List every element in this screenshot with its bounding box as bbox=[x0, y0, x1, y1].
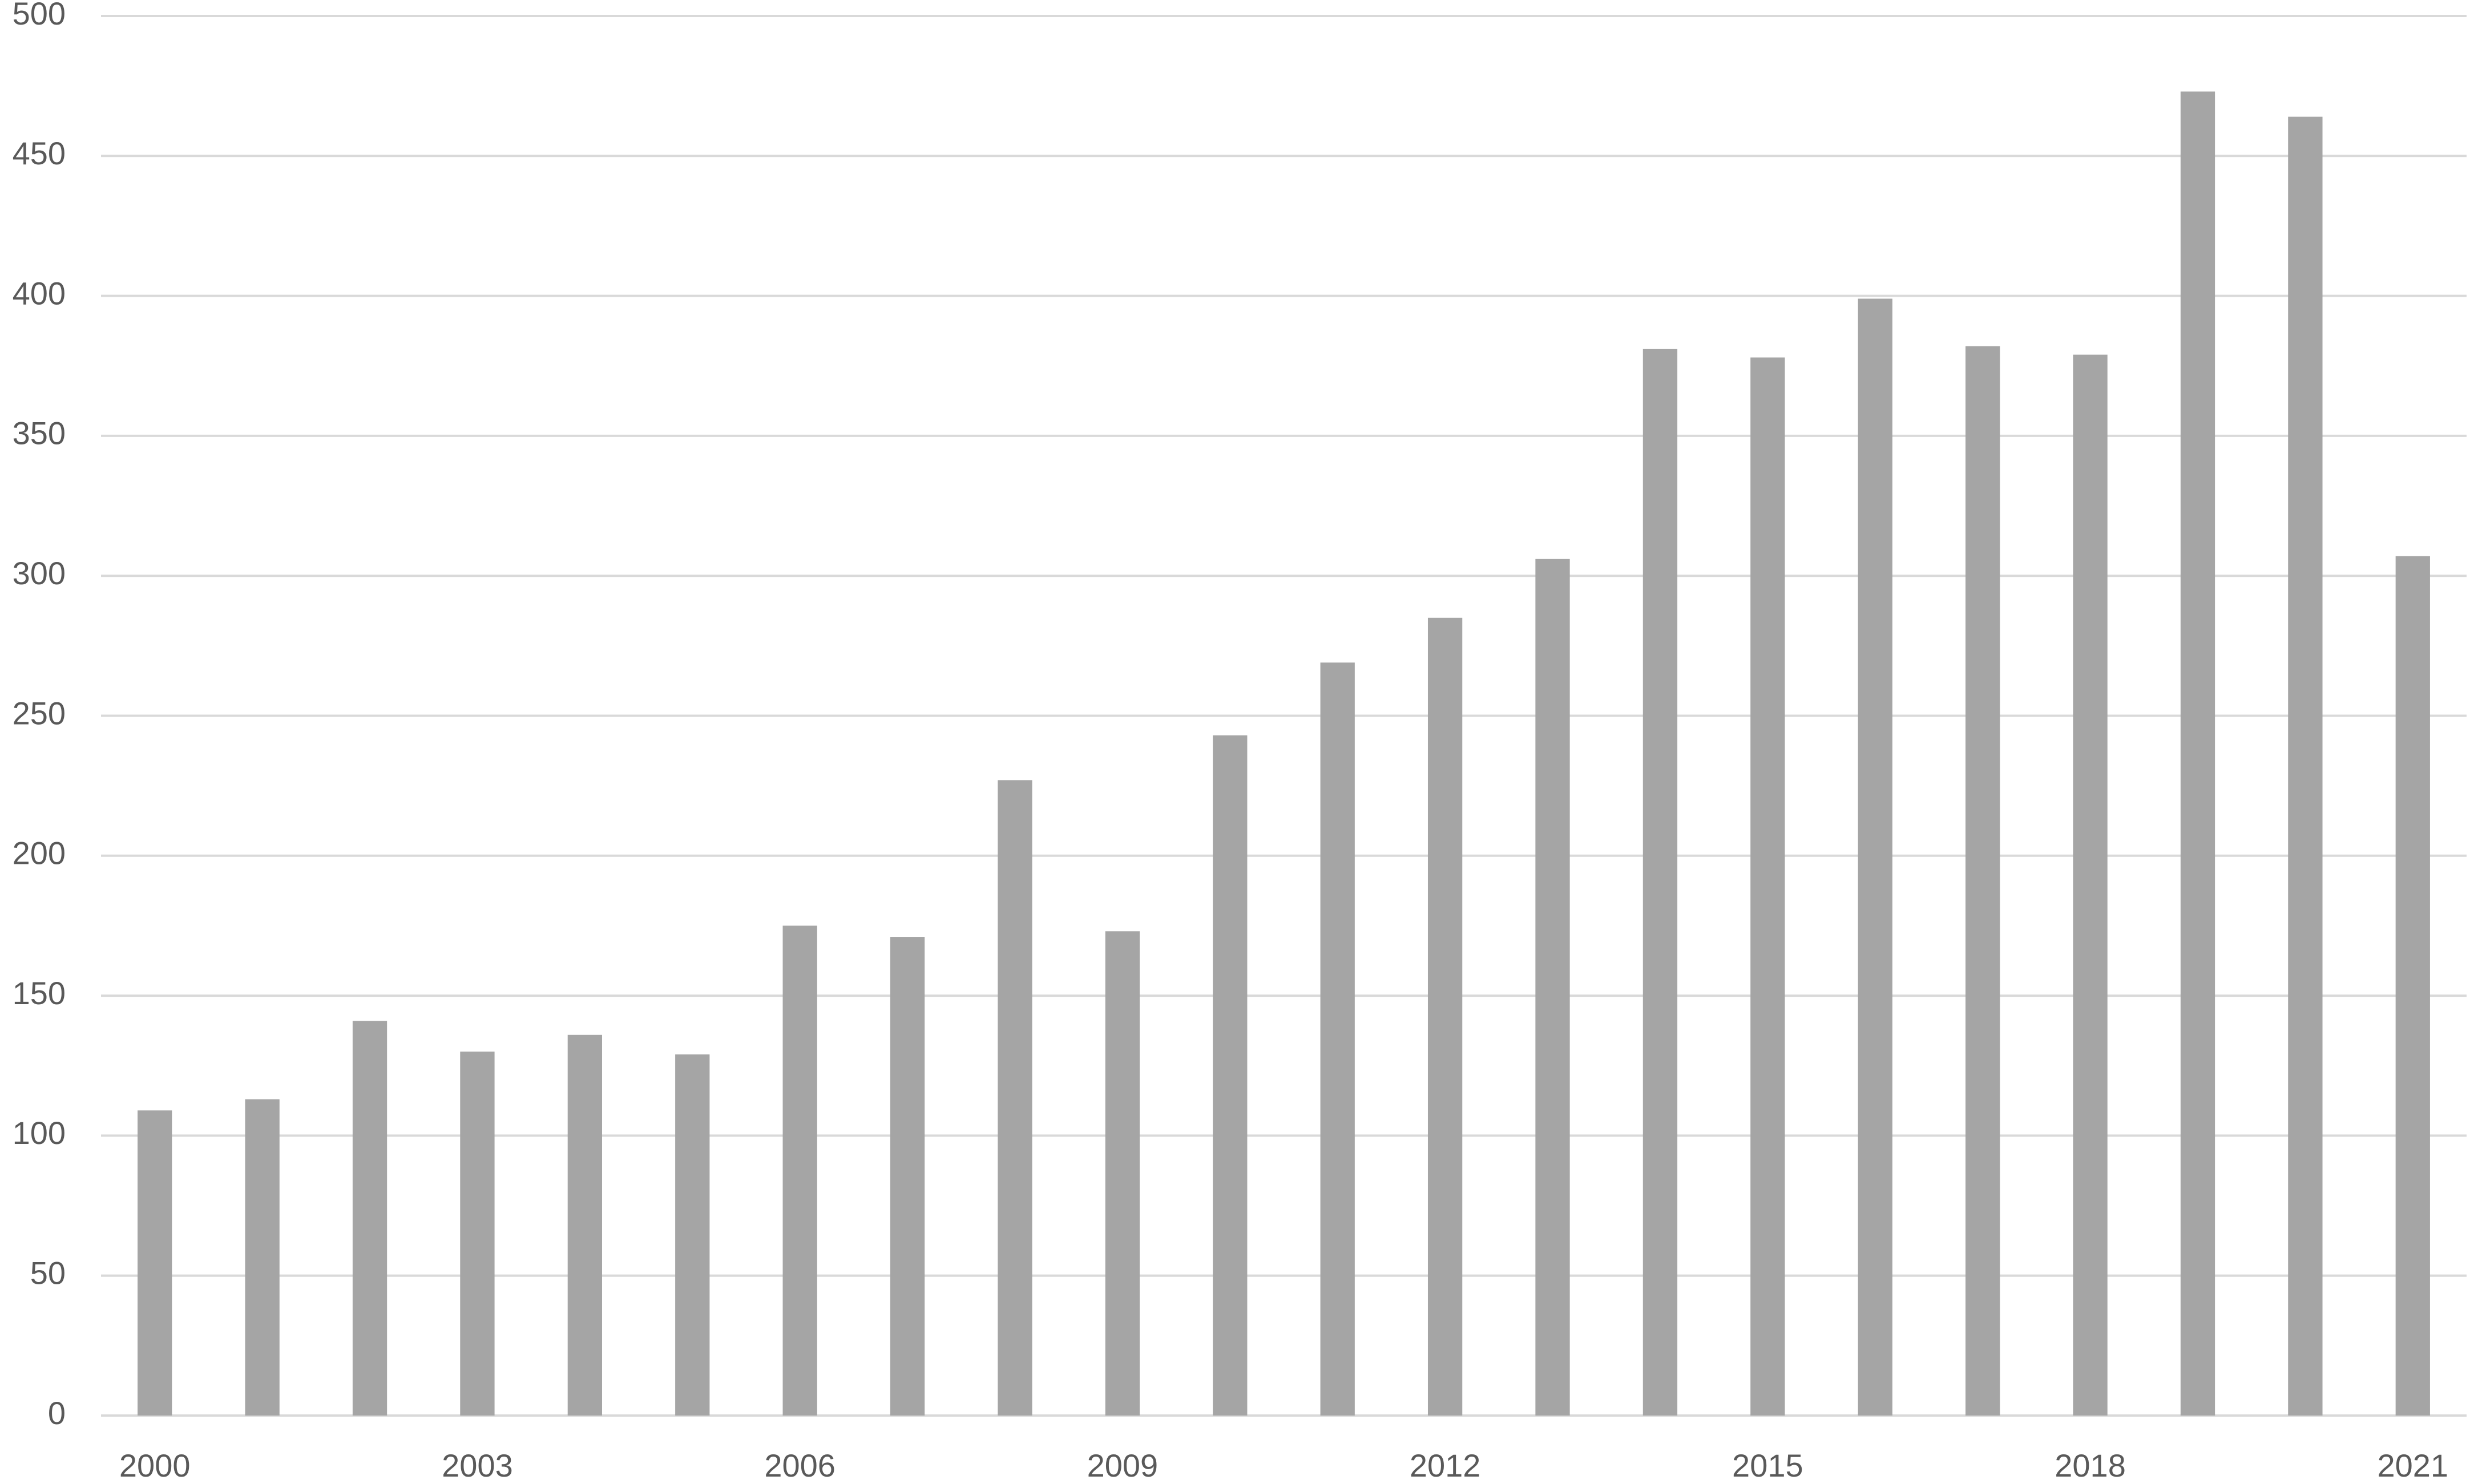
bar bbox=[2073, 354, 2108, 1416]
bar bbox=[675, 1054, 710, 1416]
y-tick-label: 250 bbox=[13, 695, 66, 731]
y-tick-label: 500 bbox=[13, 0, 66, 31]
bar bbox=[1965, 346, 2000, 1416]
x-tick-label: 2018 bbox=[2055, 1447, 2126, 1483]
bar bbox=[1105, 931, 1140, 1416]
bar bbox=[1320, 662, 1355, 1416]
y-tick-label: 450 bbox=[13, 135, 66, 171]
y-tick-label: 100 bbox=[13, 1115, 66, 1151]
bar bbox=[460, 1052, 495, 1416]
bar bbox=[1858, 298, 1892, 1416]
x-tick-label: 2009 bbox=[1087, 1447, 1159, 1483]
x-tick-label: 2015 bbox=[1732, 1447, 1803, 1483]
bar bbox=[998, 780, 1032, 1416]
x-tick-label: 2012 bbox=[1410, 1447, 1481, 1483]
bar bbox=[245, 1099, 280, 1416]
bar bbox=[1427, 617, 1463, 1416]
y-tick-label: 300 bbox=[13, 555, 66, 591]
y-tick-label: 50 bbox=[30, 1255, 66, 1291]
y-tick-label: 350 bbox=[13, 415, 66, 451]
y-tick-label: 400 bbox=[13, 275, 66, 311]
x-tick-label: 2003 bbox=[442, 1447, 513, 1483]
bar bbox=[1213, 735, 1248, 1416]
bar bbox=[1750, 357, 1785, 1416]
bar bbox=[782, 925, 817, 1416]
bar bbox=[352, 1021, 388, 1416]
bar bbox=[1642, 349, 1678, 1416]
y-tick-label: 150 bbox=[13, 975, 66, 1011]
y-tick-label: 200 bbox=[13, 835, 66, 871]
bar bbox=[890, 937, 925, 1416]
bar bbox=[2288, 116, 2323, 1416]
bar bbox=[1535, 559, 1570, 1416]
y-tick-label: 0 bbox=[48, 1395, 66, 1431]
bar bbox=[2180, 91, 2215, 1416]
bar bbox=[567, 1034, 602, 1416]
x-tick-label: 2006 bbox=[764, 1447, 836, 1483]
x-tick-label: 2021 bbox=[2378, 1447, 2449, 1483]
x-tick-label: 2000 bbox=[119, 1447, 191, 1483]
bar bbox=[138, 1110, 172, 1416]
bar bbox=[2395, 556, 2430, 1416]
